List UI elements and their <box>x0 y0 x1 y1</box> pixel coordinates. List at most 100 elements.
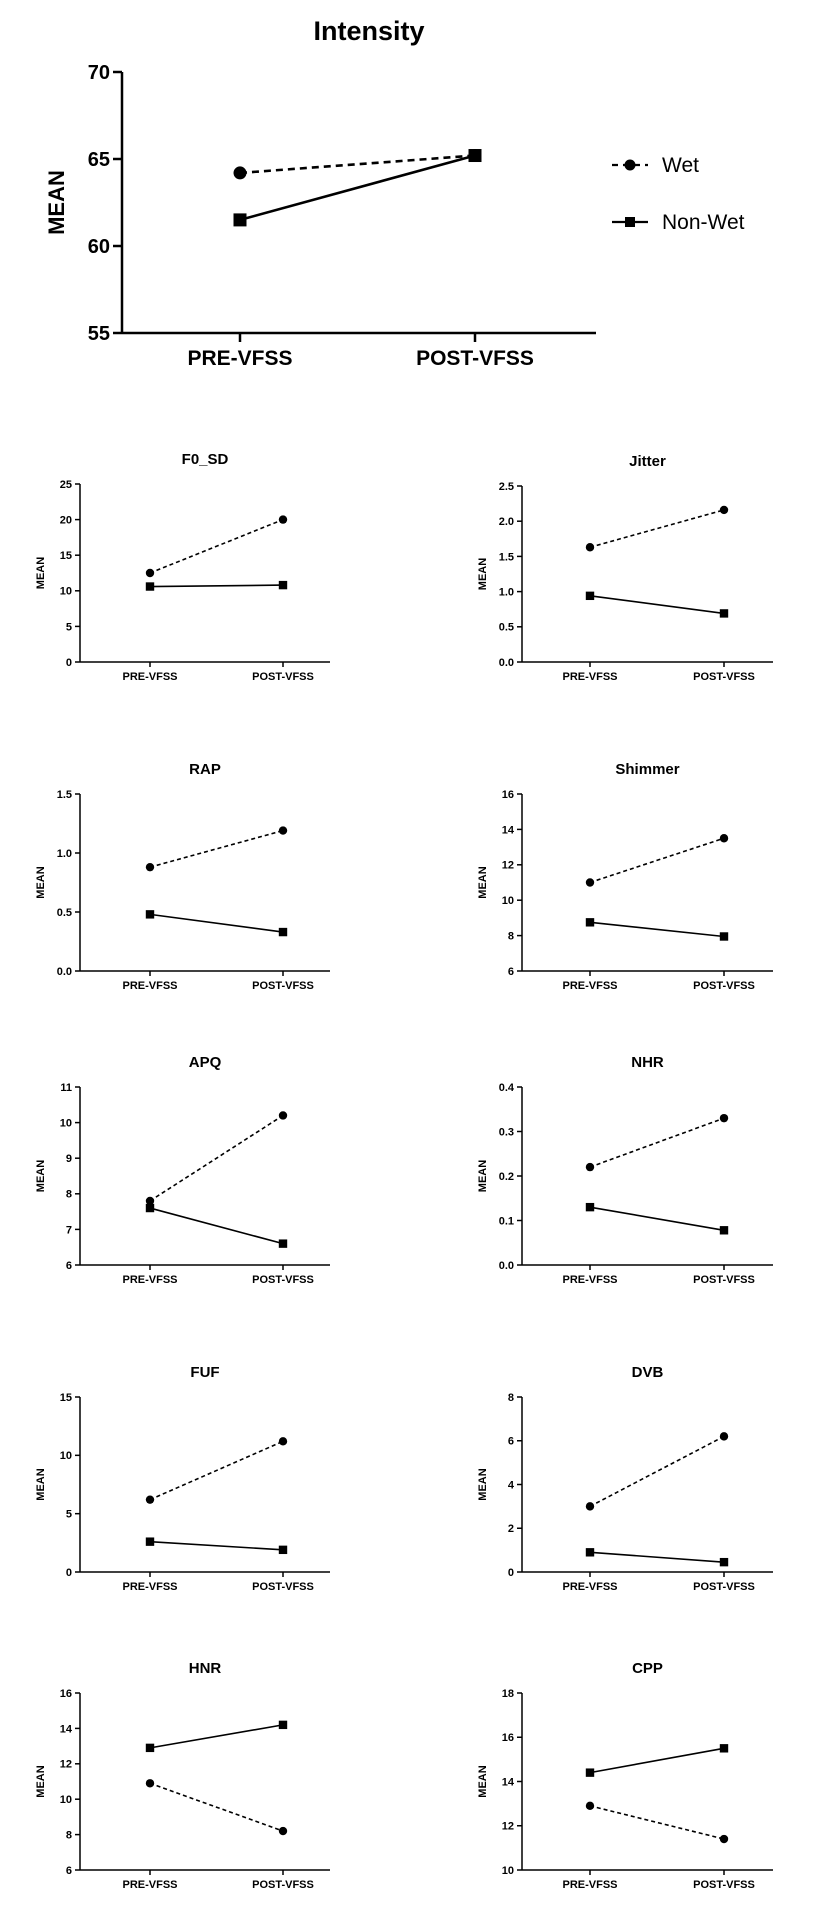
y-tick-label: 6 <box>508 966 514 978</box>
y-tick-label: 1.5 <box>57 789 72 801</box>
chart-rap: RAP 0.0 0.5 1.0 1.5 MEAN PRE-VFSS POST-VFSS <box>35 761 330 992</box>
series-non-wet <box>585 1548 729 1567</box>
data-point-non-wet <box>719 609 729 618</box>
y-tick-label: 8 <box>66 1189 72 1201</box>
y-tick-label: 1.0 <box>57 848 72 860</box>
data-point-wet <box>585 878 595 887</box>
series-non-wet <box>585 591 729 618</box>
data-point-non-wet <box>278 580 288 590</box>
series-non-wet <box>585 1744 729 1777</box>
data-point-non-wet <box>233 213 247 227</box>
y-tick-label: 5 <box>66 621 72 633</box>
series-line-wet <box>589 1805 725 1840</box>
y-tick-label: 70 <box>88 62 110 84</box>
x-tick-label: POST-VFSS <box>252 1581 314 1593</box>
y-axis-label: MEAN <box>477 1468 489 1500</box>
x-tick-label: PRE-VFSS <box>562 1581 617 1593</box>
series-line-non-wet <box>589 1551 725 1563</box>
x-tick-label: POST-VFSS <box>252 1274 314 1286</box>
data-point-non-wet <box>585 918 595 927</box>
series-line-non-wet <box>149 1207 284 1245</box>
y-tick-label: 11 <box>60 1082 72 1094</box>
y-tick-label: 15 <box>60 550 72 562</box>
series-line-non-wet <box>589 1747 725 1774</box>
x-tick-label: PRE-VFSS <box>187 347 292 370</box>
data-point-wet <box>145 1495 155 1504</box>
chart-cpp: CPP 10 12 14 16 18 MEAN PRE-VFSS POST-VFSS <box>477 1660 773 1891</box>
legend-wet-label: Wet <box>662 154 699 177</box>
chart-fuf: FUF 0 5 10 15 MEAN PRE-VFSS POST-VFSS <box>35 1364 330 1593</box>
chart-jitter: Jitter 0.0 0.5 1.0 1.5 2.0 2.5 MEAN PRE-VFSS POST… <box>477 453 773 683</box>
legend-item-wet: Wet <box>612 154 699 177</box>
y-axis-label: MEAN <box>477 1160 489 1192</box>
y-tick-label: 6 <box>66 1865 72 1877</box>
y-tick-label: 1.5 <box>499 551 514 563</box>
data-point-non-wet <box>468 149 482 163</box>
y-tick-label: 0.5 <box>499 622 514 634</box>
data-point-wet <box>278 1437 288 1446</box>
data-point-wet <box>585 1162 595 1172</box>
y-tick-label: 12 <box>60 1759 72 1771</box>
y-tick-label: 9 <box>66 1153 72 1165</box>
series-line-non-wet <box>149 1540 284 1551</box>
series-wet <box>145 1779 288 1836</box>
data-point-wet <box>278 1111 288 1120</box>
series-non-wet <box>233 149 482 227</box>
y-tick-label: 10 <box>60 1117 72 1129</box>
y-tick-label: 5 <box>66 1509 72 1521</box>
series-line-wet <box>589 1435 725 1508</box>
series-non-wet <box>145 1203 288 1248</box>
x-tick-label: PRE-VFSS <box>122 980 177 992</box>
chart-title: Shimmer <box>615 761 679 778</box>
data-point-non-wet <box>278 927 288 937</box>
y-tick-label: 0.1 <box>499 1215 514 1227</box>
series-line-non-wet <box>589 1206 725 1232</box>
y-axis-label: MEAN <box>35 866 47 898</box>
data-point-wet <box>233 166 247 180</box>
series-non-wet <box>145 1720 288 1753</box>
series-wet <box>145 515 288 578</box>
x-tick-label: PRE-VFSS <box>562 980 617 992</box>
chart-shimmer: Shimmer 6 8 10 12 14 16 MEAN PRE-VFSS POST-VFSS <box>477 761 773 992</box>
data-point-non-wet <box>719 1744 729 1753</box>
y-tick-label: 0.0 <box>499 1260 514 1272</box>
x-tick-label: PRE-VFSS <box>562 1879 617 1891</box>
y-tick-label: 14 <box>60 1723 73 1735</box>
chart-apq: APQ 6 7 8 9 10 11 MEAN PRE-VFSS POST-VFSS <box>35 1054 330 1286</box>
y-tick-label: 0 <box>508 1567 514 1579</box>
series-wet <box>145 826 288 872</box>
x-tick-label: PRE-VFSS <box>122 1274 177 1286</box>
series-line-non-wet <box>149 584 284 588</box>
y-tick-label: 0.4 <box>499 1082 515 1094</box>
data-point-non-wet <box>145 1743 155 1753</box>
x-tick-label: PRE-VFSS <box>122 1879 177 1891</box>
series-line-wet <box>149 1114 284 1202</box>
x-tick-label: POST-VFSS <box>693 980 755 992</box>
legend-item-non-wet: Non-Wet <box>612 211 745 234</box>
series-non-wet <box>585 918 729 941</box>
data-point-non-wet <box>278 1239 288 1248</box>
x-tick-label: PRE-VFSS <box>562 671 617 683</box>
series-line-wet <box>589 509 725 549</box>
data-point-wet <box>585 1502 595 1511</box>
series-line-wet <box>149 1440 284 1501</box>
y-axis-label: MEAN <box>477 866 489 898</box>
data-point-non-wet <box>719 932 729 941</box>
y-axis-label: MEAN <box>35 1468 47 1500</box>
chart-title: CPP <box>632 1660 663 1677</box>
data-point-non-wet <box>585 1768 595 1777</box>
y-tick-label: 0.2 <box>499 1171 514 1183</box>
y-axis-label: MEAN <box>477 1765 489 1797</box>
data-point-non-wet <box>145 1537 155 1546</box>
chart-intensity: Intensity 55 60 65 70 MEAN PRE-VFSS POST-VFSS <box>44 16 596 370</box>
series-non-wet <box>145 1537 288 1555</box>
data-point-wet <box>719 834 729 843</box>
y-tick-label: 20 <box>60 514 72 526</box>
data-point-wet <box>145 862 155 872</box>
y-tick-label: 25 <box>60 479 72 491</box>
y-tick-label: 60 <box>88 236 110 258</box>
series-wet <box>585 1432 729 1511</box>
series-line-wet <box>149 1782 284 1832</box>
chart-nhr: NHR 0.0 0.1 0.2 0.3 0.4 MEAN PRE-VFSS POST-VFSS <box>477 1054 773 1286</box>
y-tick-label: 2.0 <box>499 516 514 528</box>
